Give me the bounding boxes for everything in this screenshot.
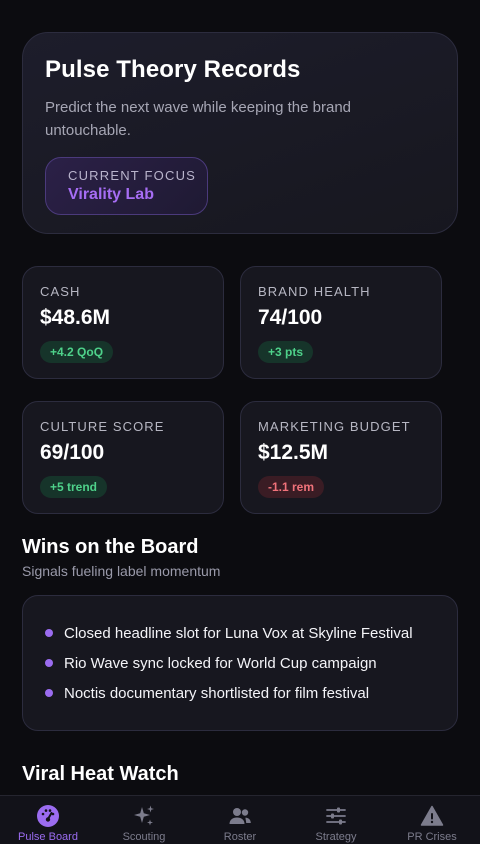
stat-label: CULTURE SCORE bbox=[40, 419, 165, 434]
list-item-text: Noctis documentary shortlisted for film … bbox=[64, 684, 370, 702]
tab-strategy[interactable]: Strategy bbox=[288, 796, 384, 844]
tab-label: PR Crises bbox=[407, 831, 457, 843]
tab-roster[interactable]: Roster bbox=[192, 796, 288, 844]
wins-list-card: Closed headline slot for Luna Vox at Sky… bbox=[22, 595, 458, 731]
stat-label: MARKETING BUDGET bbox=[258, 419, 411, 434]
users-icon bbox=[229, 808, 251, 824]
wins-section-title: Wins on the Board bbox=[22, 536, 199, 558]
stat-label: CASH bbox=[40, 284, 81, 299]
current-focus-chip[interactable]: CURRENT FOCUS Virality Lab bbox=[45, 157, 208, 215]
stat-value: 74/100 bbox=[258, 306, 323, 329]
stat-delta-badge: +3 pts bbox=[258, 341, 314, 363]
stat-card-brand-health: BRAND HEALTH 74/100 +3 pts bbox=[240, 266, 442, 379]
stat-card-culture-score: CULTURE SCORE 69/100 +5 trend bbox=[22, 401, 224, 514]
stat-delta-badge: +4.2 QoQ bbox=[40, 341, 114, 363]
list-item-text: Closed headline slot for Luna Vox at Sky… bbox=[64, 624, 413, 642]
list-item: Closed headline slot for Luna Vox at Sky… bbox=[45, 618, 457, 648]
label-title: Pulse Theory Records bbox=[45, 56, 301, 83]
wins-section-subtitle: Signals fueling label momentum bbox=[22, 563, 221, 579]
list-item: Noctis documentary shortlisted for film … bbox=[45, 678, 457, 708]
viral-section-title: Viral Heat Watch bbox=[22, 763, 179, 785]
bullet-dot-icon bbox=[45, 629, 53, 637]
stat-value: $12.5M bbox=[258, 441, 329, 464]
stat-label: BRAND HEALTH bbox=[258, 284, 371, 299]
tab-label: Scouting bbox=[122, 831, 166, 843]
bullet-dot-icon bbox=[45, 659, 53, 667]
current-focus-value: Virality Lab bbox=[68, 186, 154, 203]
tab-pulse-board[interactable]: Pulse Board bbox=[0, 796, 96, 844]
warning-icon bbox=[420, 805, 444, 826]
tab-label: Strategy bbox=[315, 831, 357, 843]
bullet-dot-icon bbox=[45, 689, 53, 697]
stat-value: $48.6M bbox=[40, 306, 111, 329]
label-tagline: Predict the next wave while keeping the … bbox=[45, 99, 352, 139]
stat-value: 69/100 bbox=[40, 441, 105, 464]
label-hero-card: Pulse Theory Records Predict the next wa… bbox=[22, 32, 458, 234]
bottom-tab-bar: Pulse Board Scouting Roster bbox=[0, 795, 480, 844]
stat-delta-badge: +5 trend bbox=[40, 476, 108, 498]
tab-label: Roster bbox=[223, 831, 257, 843]
tab-label: Pulse Board bbox=[18, 831, 78, 843]
gauge-icon bbox=[37, 805, 59, 827]
sliders-icon bbox=[326, 807, 346, 825]
tab-pr-crises[interactable]: PR Crises bbox=[384, 796, 480, 844]
list-item-text: Rio Wave sync locked for World Cup campa… bbox=[64, 654, 377, 672]
stat-card-cash: CASH $48.6M +4.2 QoQ bbox=[22, 266, 224, 379]
list-item: Rio Wave sync locked for World Cup campa… bbox=[45, 648, 457, 678]
sparkles-icon bbox=[134, 805, 154, 826]
stat-card-marketing-budget: MARKETING BUDGET $12.5M -1.1 rem bbox=[240, 401, 442, 514]
stat-delta-badge: -1.1 rem bbox=[258, 476, 325, 498]
current-focus-label: CURRENT FOCUS bbox=[68, 168, 197, 183]
tab-scouting[interactable]: Scouting bbox=[96, 796, 192, 844]
